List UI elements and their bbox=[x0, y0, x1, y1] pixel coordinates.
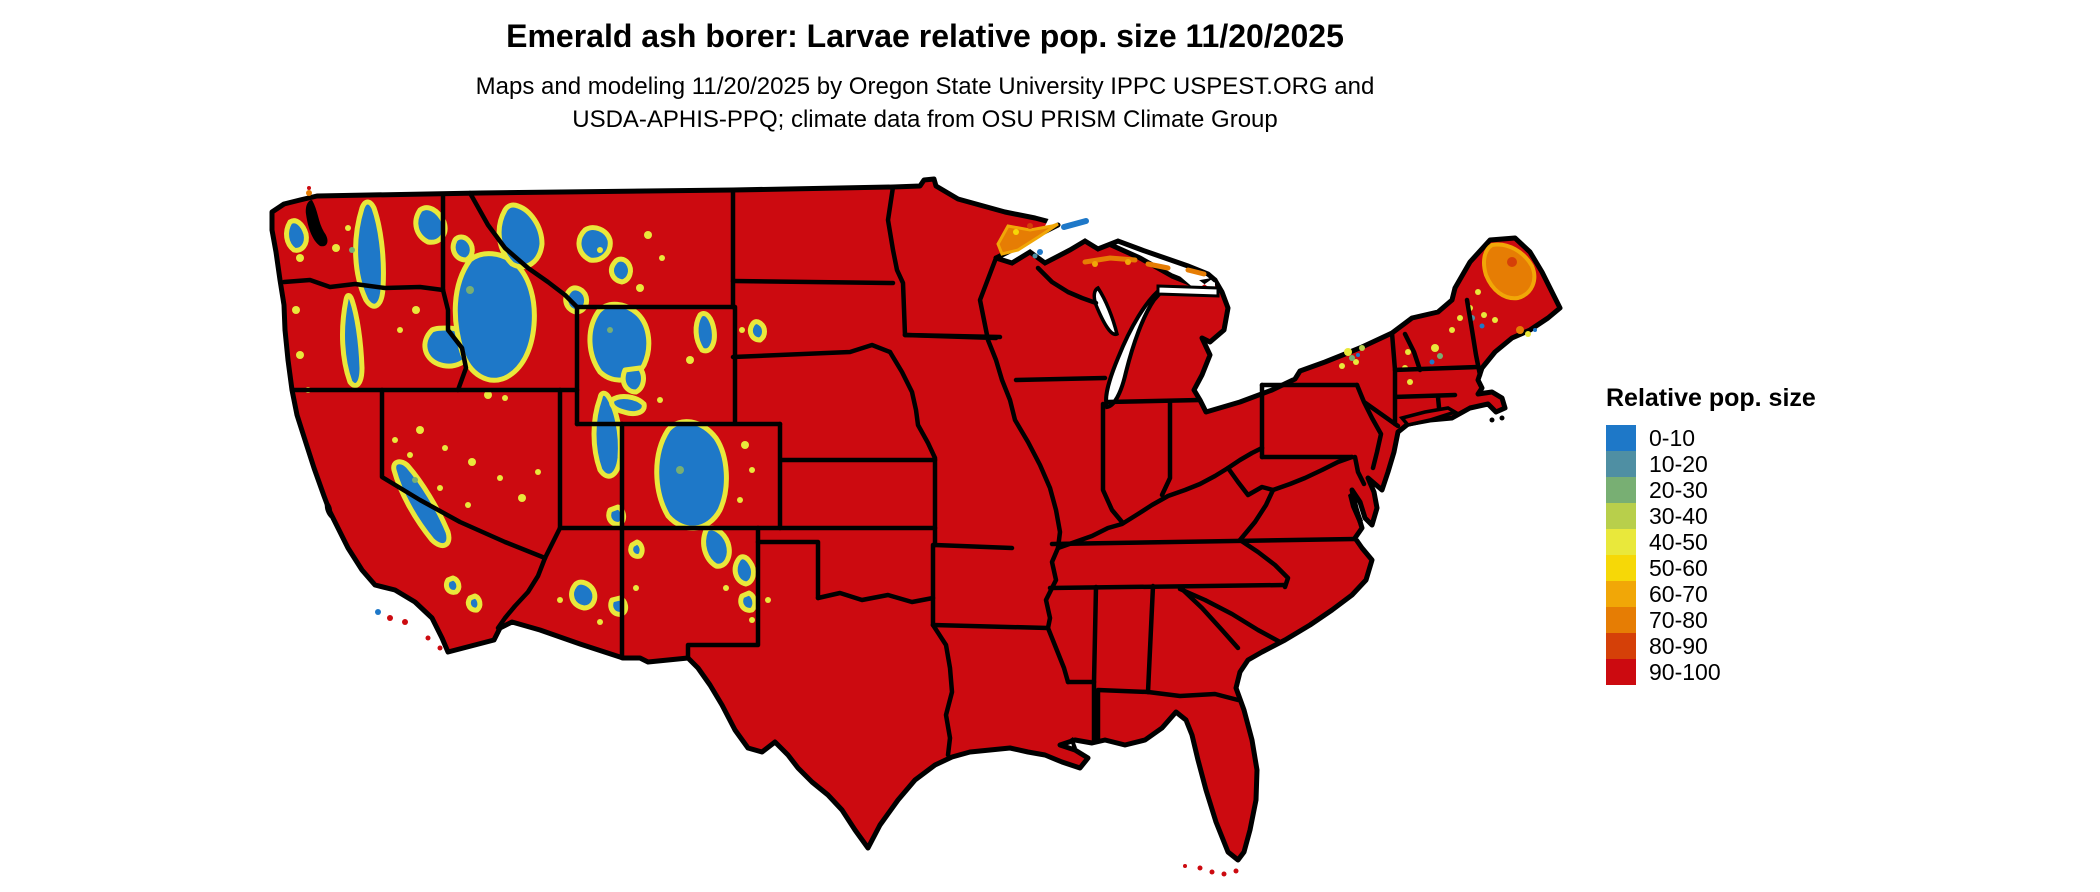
yellow-specks bbox=[292, 225, 771, 625]
legend-swatch-4 bbox=[1606, 529, 1636, 555]
marthas-vineyard bbox=[1489, 417, 1495, 423]
legend-item: 30-40 bbox=[1606, 503, 1866, 529]
uinta bbox=[609, 394, 647, 417]
nw-corner-speck bbox=[306, 190, 312, 196]
green-bay bbox=[1092, 285, 1120, 337]
legend-swatch-5 bbox=[1606, 555, 1636, 581]
montana-rockies bbox=[576, 225, 613, 263]
olympic-mountains bbox=[284, 218, 309, 253]
legend-item-label: 50-60 bbox=[1649, 554, 1708, 581]
legend-item-label: 70-80 bbox=[1649, 606, 1708, 633]
legend-item: 90-100 bbox=[1606, 659, 1866, 685]
legend-swatch-8 bbox=[1606, 633, 1636, 659]
legend-item-label: 40-50 bbox=[1649, 528, 1708, 555]
legend-item: 10-20 bbox=[1606, 451, 1866, 477]
us-map-figure bbox=[200, 115, 1620, 892]
legend-item: 60-70 bbox=[1606, 581, 1866, 607]
arizona-highlands bbox=[569, 579, 598, 611]
legend-item: 50-60 bbox=[1606, 555, 1866, 581]
legend-item: 0-10 bbox=[1606, 425, 1866, 451]
lake-michigan bbox=[1104, 285, 1165, 410]
san-francisco-bay bbox=[324, 500, 333, 518]
sangre-de-cristo bbox=[732, 554, 756, 587]
isle-royale bbox=[1061, 218, 1089, 230]
map-subtitle-line1: Maps and modeling 11/20/2025 by Oregon S… bbox=[475, 73, 1375, 100]
florida-keys bbox=[1197, 865, 1203, 871]
legend-item-label: 0-10 bbox=[1649, 424, 1696, 451]
bighorn-mountains bbox=[693, 311, 717, 354]
moderate-value-patches bbox=[306, 186, 1537, 385]
legend-item-label: 90-100 bbox=[1649, 658, 1721, 685]
green-specks bbox=[349, 247, 684, 483]
low-population-mountain-patches bbox=[284, 199, 767, 617]
islands bbox=[375, 406, 1460, 877]
legend-swatch-3 bbox=[1606, 503, 1636, 529]
cascades-wa bbox=[353, 199, 386, 309]
channel-islands bbox=[387, 615, 393, 621]
cascades-or bbox=[340, 293, 365, 388]
legend-item: 70-80 bbox=[1606, 607, 1866, 633]
legend-item: 80-90 bbox=[1606, 633, 1866, 659]
map-title: Emerald ash borer: Larvae relative pop. … bbox=[506, 18, 1344, 54]
us-map-svg bbox=[269, 176, 1563, 877]
legend-item: 40-50 bbox=[1606, 529, 1866, 555]
legend-title: Relative pop. size bbox=[1606, 384, 1816, 412]
mobile-bay bbox=[1070, 737, 1077, 750]
legend-item-label: 80-90 bbox=[1649, 632, 1708, 659]
coastal-water-details bbox=[305, 200, 1505, 750]
map-subtitle-line2: USDA-APHIS-PPQ; climate data from OSU PR… bbox=[572, 106, 1278, 133]
state-borders bbox=[281, 184, 1483, 758]
legend-item-label: 60-70 bbox=[1649, 580, 1708, 607]
long-island bbox=[1398, 406, 1460, 427]
legend-swatch-1 bbox=[1606, 451, 1636, 477]
sierra-nevada bbox=[391, 459, 452, 549]
nantucket bbox=[1499, 415, 1505, 421]
puget-sound bbox=[305, 200, 328, 247]
map-subtitle: Maps and modeling 11/20/2025 by Oregon S… bbox=[200, 70, 1650, 136]
legend-swatch-2 bbox=[1606, 477, 1636, 503]
legend-item-label: 20-30 bbox=[1649, 476, 1708, 503]
adirondacks-specks bbox=[1339, 345, 1365, 369]
chesapeake-bay-detail bbox=[1348, 492, 1363, 523]
ne-washington bbox=[413, 205, 448, 245]
legend-swatch-9 bbox=[1606, 659, 1636, 685]
northern-maine-patch bbox=[1482, 242, 1537, 301]
legend-item-label: 30-40 bbox=[1649, 502, 1708, 529]
legend-swatch-6 bbox=[1606, 581, 1636, 607]
minnesota-arrowhead-patch bbox=[996, 222, 1059, 256]
legend-swatch-7 bbox=[1606, 607, 1636, 633]
legend-swatch-0 bbox=[1606, 425, 1636, 451]
idaho-rockies bbox=[452, 251, 537, 383]
legend-item-label: 10-20 bbox=[1649, 450, 1708, 477]
black-hills bbox=[747, 319, 767, 343]
lake-superior bbox=[996, 216, 1215, 292]
great-lakes bbox=[993, 216, 1220, 410]
colorado-rockies bbox=[654, 419, 729, 531]
legend: Relative pop. size 0-10 10-20 20-30 30-4… bbox=[1606, 384, 1866, 685]
straits-of-mackinac bbox=[1156, 284, 1220, 298]
legend-item: 20-30 bbox=[1606, 477, 1866, 503]
